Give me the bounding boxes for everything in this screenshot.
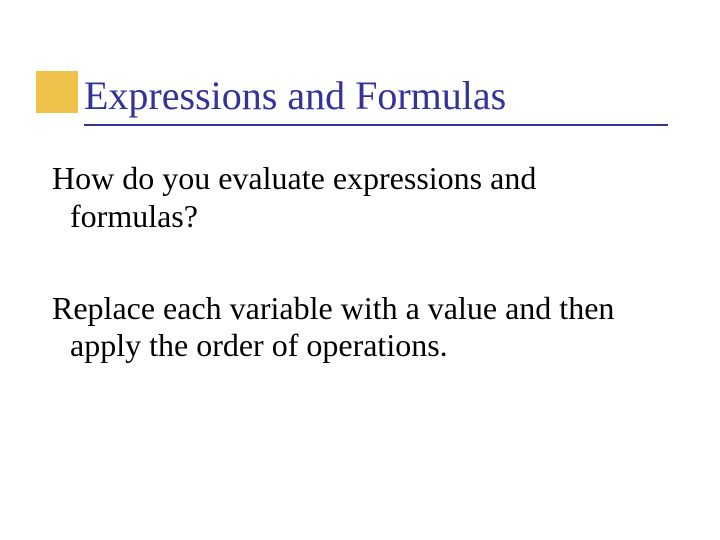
slide-body: How do you evaluate expressions and form… [52, 160, 668, 419]
title-block: Expressions and Formulas [84, 74, 668, 126]
title-accent-box [36, 71, 78, 113]
title-underline [84, 124, 668, 126]
slide-title: Expressions and Formulas [84, 74, 668, 118]
slide: Expressions and Formulas How do you eval… [0, 0, 720, 540]
body-paragraph-2: Replace each variable with a value and t… [52, 290, 668, 366]
body-paragraph-1: How do you evaluate expressions and form… [52, 160, 668, 236]
